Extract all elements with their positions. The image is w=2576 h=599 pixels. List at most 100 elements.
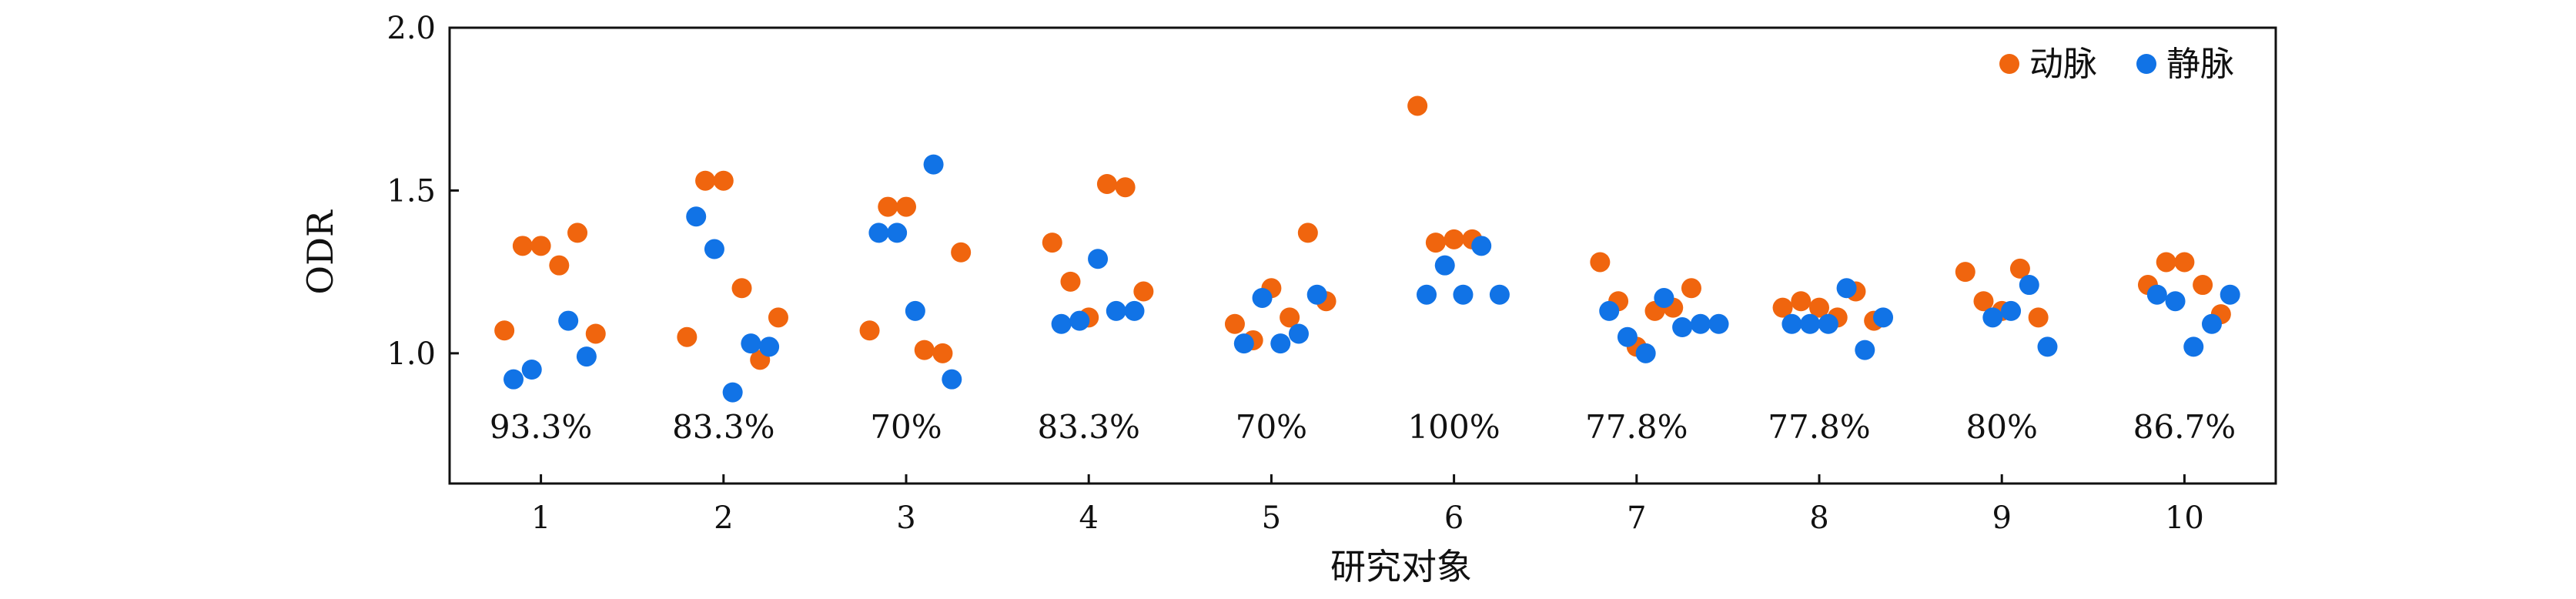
percent-label: 83.3% xyxy=(1037,408,1139,446)
artery-point xyxy=(896,196,916,217)
legend-marker-arteries xyxy=(1999,54,2019,74)
artery-point xyxy=(1444,229,1464,249)
vein-point xyxy=(1781,313,1802,334)
artery-point xyxy=(1973,291,1994,312)
x-tick-label: 4 xyxy=(1079,500,1098,536)
artery-point xyxy=(1297,223,1318,243)
artery-point xyxy=(530,236,551,256)
artery-point xyxy=(768,307,788,328)
x-tick-label: 5 xyxy=(1262,500,1281,536)
vein-point xyxy=(704,239,724,259)
percent-label: 80% xyxy=(1966,408,2038,446)
vein-point xyxy=(1599,300,1620,321)
percent-label: 77.8% xyxy=(1768,408,1870,446)
vein-point xyxy=(1069,310,1090,331)
vein-point xyxy=(1690,313,1711,334)
vein-point xyxy=(1982,307,2003,328)
data-points xyxy=(494,95,2240,403)
vein-point xyxy=(2201,313,2222,334)
vein-point xyxy=(2165,291,2186,312)
x-tick-label: 9 xyxy=(1992,500,2011,536)
x-axis-label: 研究对象 xyxy=(1330,546,1472,587)
artery-point xyxy=(2174,252,2195,273)
artery-point xyxy=(1224,313,1245,334)
x-tick-label: 3 xyxy=(896,500,915,536)
plot-area: 1.0 1.5 2.0 1 93.3% 2 83.3% 3 70% 4 83.3% 5 70% 6 100%… xyxy=(386,11,2277,536)
artery-point xyxy=(677,326,698,347)
legend-label-arteries: 动脉 xyxy=(2029,45,2097,84)
vein-point xyxy=(741,333,761,354)
percent-label: 77.8% xyxy=(1585,408,1688,446)
y-axis-label: ODR xyxy=(299,209,341,295)
plot-frame xyxy=(448,26,2277,485)
axis-labels: ODR 研究对象 xyxy=(299,209,1472,587)
vein-point xyxy=(1434,255,1455,276)
vein-point xyxy=(1818,313,1838,334)
artery-point xyxy=(1042,233,1062,253)
artery-point xyxy=(567,223,588,243)
artery-point xyxy=(2156,252,2176,273)
vein-point xyxy=(1489,284,1510,305)
artery-point xyxy=(1809,297,1829,318)
vein-point xyxy=(759,336,780,357)
vein-point xyxy=(1288,323,1309,344)
artery-point xyxy=(731,278,752,299)
vein-point xyxy=(686,206,707,227)
vein-point xyxy=(1654,287,1674,308)
artery-point xyxy=(914,340,935,360)
artery-point xyxy=(1280,307,1300,328)
vein-point xyxy=(868,223,889,243)
artery-point xyxy=(713,170,734,191)
percent-label: 70% xyxy=(1236,408,1307,446)
artery-point xyxy=(1425,233,1446,253)
artery-point xyxy=(1060,271,1081,292)
vein-point xyxy=(1836,278,1857,299)
artery-point xyxy=(1955,262,1975,283)
vein-point xyxy=(1252,287,1273,308)
vein-point xyxy=(1672,317,1693,338)
vein-point xyxy=(1124,300,1145,321)
vein-point xyxy=(887,223,908,243)
percent-label: 70% xyxy=(870,408,942,446)
vein-point xyxy=(2146,284,2167,305)
vein-point xyxy=(2183,336,2204,357)
legend: 动脉 静脉 xyxy=(1999,45,2234,84)
artery-point xyxy=(1590,252,1611,273)
artery-point xyxy=(1772,297,1793,318)
vein-point xyxy=(1471,236,1492,256)
vein-point xyxy=(1051,313,1072,334)
artery-point xyxy=(549,255,570,276)
vein-point xyxy=(1453,284,1474,305)
artery-point xyxy=(951,242,972,263)
artery-point xyxy=(494,320,515,341)
vein-point xyxy=(503,369,524,390)
x-tick-label: 2 xyxy=(714,500,733,536)
artery-point xyxy=(695,170,716,191)
vein-point xyxy=(2220,284,2240,305)
artery-point xyxy=(1681,278,1701,299)
artery-point xyxy=(512,236,533,256)
vein-point xyxy=(1855,340,1875,360)
vein-point xyxy=(1800,313,1821,334)
vein-point xyxy=(558,310,579,331)
artery-point xyxy=(1407,95,1428,116)
legend-label-veins: 静脉 xyxy=(2166,45,2234,84)
vein-point xyxy=(1088,249,1109,269)
vein-point xyxy=(923,154,944,175)
y-tick-label: 2.0 xyxy=(386,11,436,46)
percent-label: 93.3% xyxy=(490,408,592,446)
artery-point xyxy=(1115,177,1136,198)
vein-point xyxy=(1617,326,1638,347)
vein-point xyxy=(2037,336,2058,357)
artery-point xyxy=(932,343,953,363)
vein-point xyxy=(942,369,962,390)
y-tick-label: 1.0 xyxy=(386,336,436,372)
artery-point xyxy=(2028,307,2049,328)
artery-point xyxy=(859,320,880,341)
artery-point xyxy=(2009,258,2030,279)
y-tick-label: 1.5 xyxy=(386,173,436,209)
artery-point xyxy=(2193,275,2213,296)
x-tick-label: 7 xyxy=(1627,500,1646,536)
x-tick-label: 10 xyxy=(2165,500,2204,536)
vein-point xyxy=(1306,284,1327,305)
